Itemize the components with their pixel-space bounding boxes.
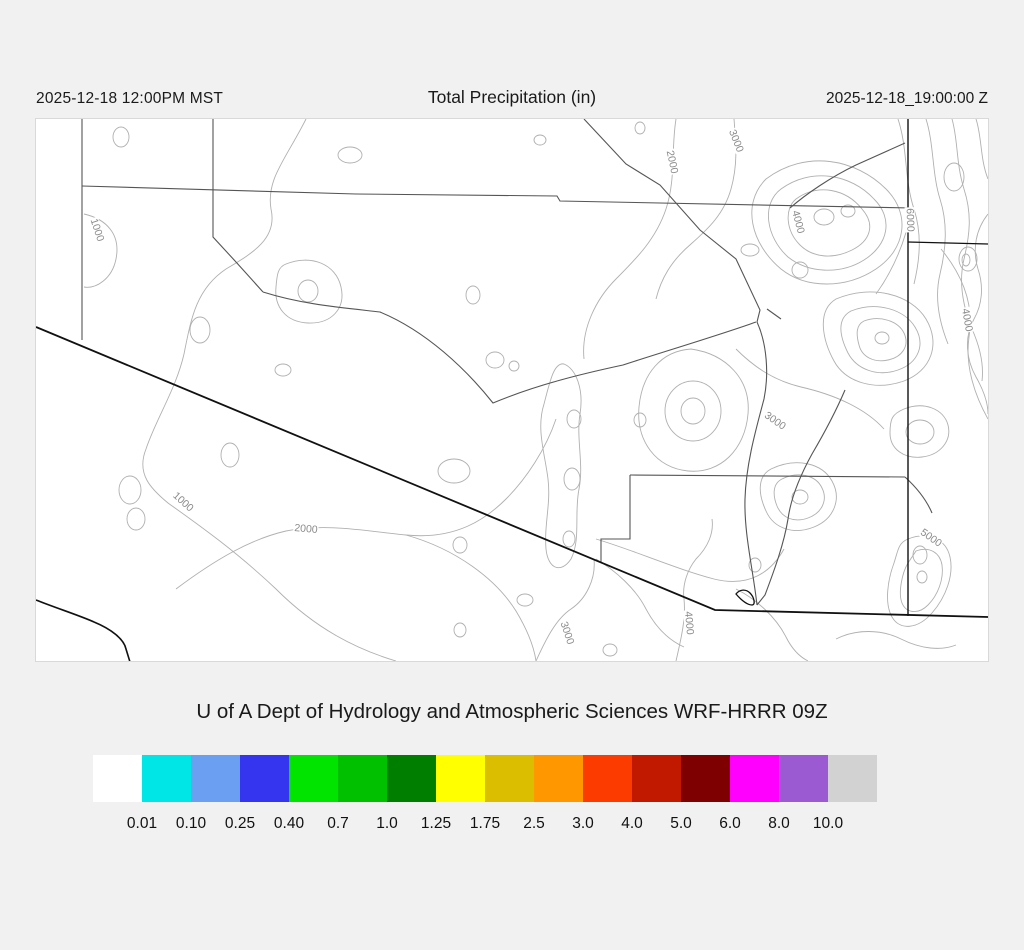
contour-elevation-label: 2000 xyxy=(292,522,320,536)
colorbar-segment-5 xyxy=(338,755,387,802)
colorbar-tick: 10.0 xyxy=(812,815,844,832)
colorbar-segment-4 xyxy=(289,755,338,802)
colorbar-tick: 4.0 xyxy=(621,815,643,832)
colorbar-tick: 0.01 xyxy=(126,815,158,832)
plot-title: Total Precipitation (in) xyxy=(427,87,597,107)
colorbar-tick: 3.0 xyxy=(572,815,594,832)
colorbar-tick: 0.40 xyxy=(273,815,305,832)
source-caption: U of A Dept of Hydrology and Atmospheric… xyxy=(196,700,828,723)
colorbar-segment-3 xyxy=(240,755,289,802)
colorbar-tick: 0.7 xyxy=(327,815,349,832)
colorbar-tick: 1.25 xyxy=(420,815,452,832)
colorbar-tick: 8.0 xyxy=(768,815,790,832)
contour-elevation-label: 4000 xyxy=(682,609,696,637)
precip-colorbar xyxy=(93,755,877,802)
colorbar-segment-15 xyxy=(828,755,877,802)
colorbar-tick: 1.0 xyxy=(376,815,398,832)
colorbar-tick-labels: 0.01 0.10 0.25 0.40 0.7 1.0 1.25 1.75 2.5 3.0 4.0 5… xyxy=(93,815,877,835)
colorbar-tick: 1.75 xyxy=(469,815,501,832)
colorbar-segment-6 xyxy=(387,755,436,802)
colorbar-segment-11 xyxy=(632,755,681,802)
colorbar-segment-10 xyxy=(583,755,632,802)
colorbar-tick: 0.10 xyxy=(175,815,207,832)
colorbar-segment-2 xyxy=(191,755,240,802)
colorbar-tick: 0.25 xyxy=(224,815,256,832)
colorbar-segment-13 xyxy=(730,755,779,802)
valid-time-utc: 2025-12-18_19:00:00 Z xyxy=(825,90,988,107)
colorbar-segment-12 xyxy=(681,755,730,802)
colorbar-segment-7 xyxy=(436,755,485,802)
contour-elevation-label: 6000 xyxy=(903,207,917,233)
colorbar-tick: 5.0 xyxy=(670,815,692,832)
precipitation-map: 1000 1000 2000 2000 3000 4000 6000 4000 3000 5000… xyxy=(35,118,989,662)
terrain-contour-map xyxy=(36,119,988,661)
colorbar-segment-0 xyxy=(93,755,142,802)
colorbar-tick: 2.5 xyxy=(523,815,545,832)
colorbar-segment-14 xyxy=(779,755,828,802)
valid-time-local: 2025-12-18 12:00PM MST xyxy=(36,90,224,107)
colorbar-segment-9 xyxy=(534,755,583,802)
colorbar-segment-1 xyxy=(142,755,191,802)
colorbar-segment-8 xyxy=(485,755,534,802)
colorbar-tick: 6.0 xyxy=(719,815,741,832)
